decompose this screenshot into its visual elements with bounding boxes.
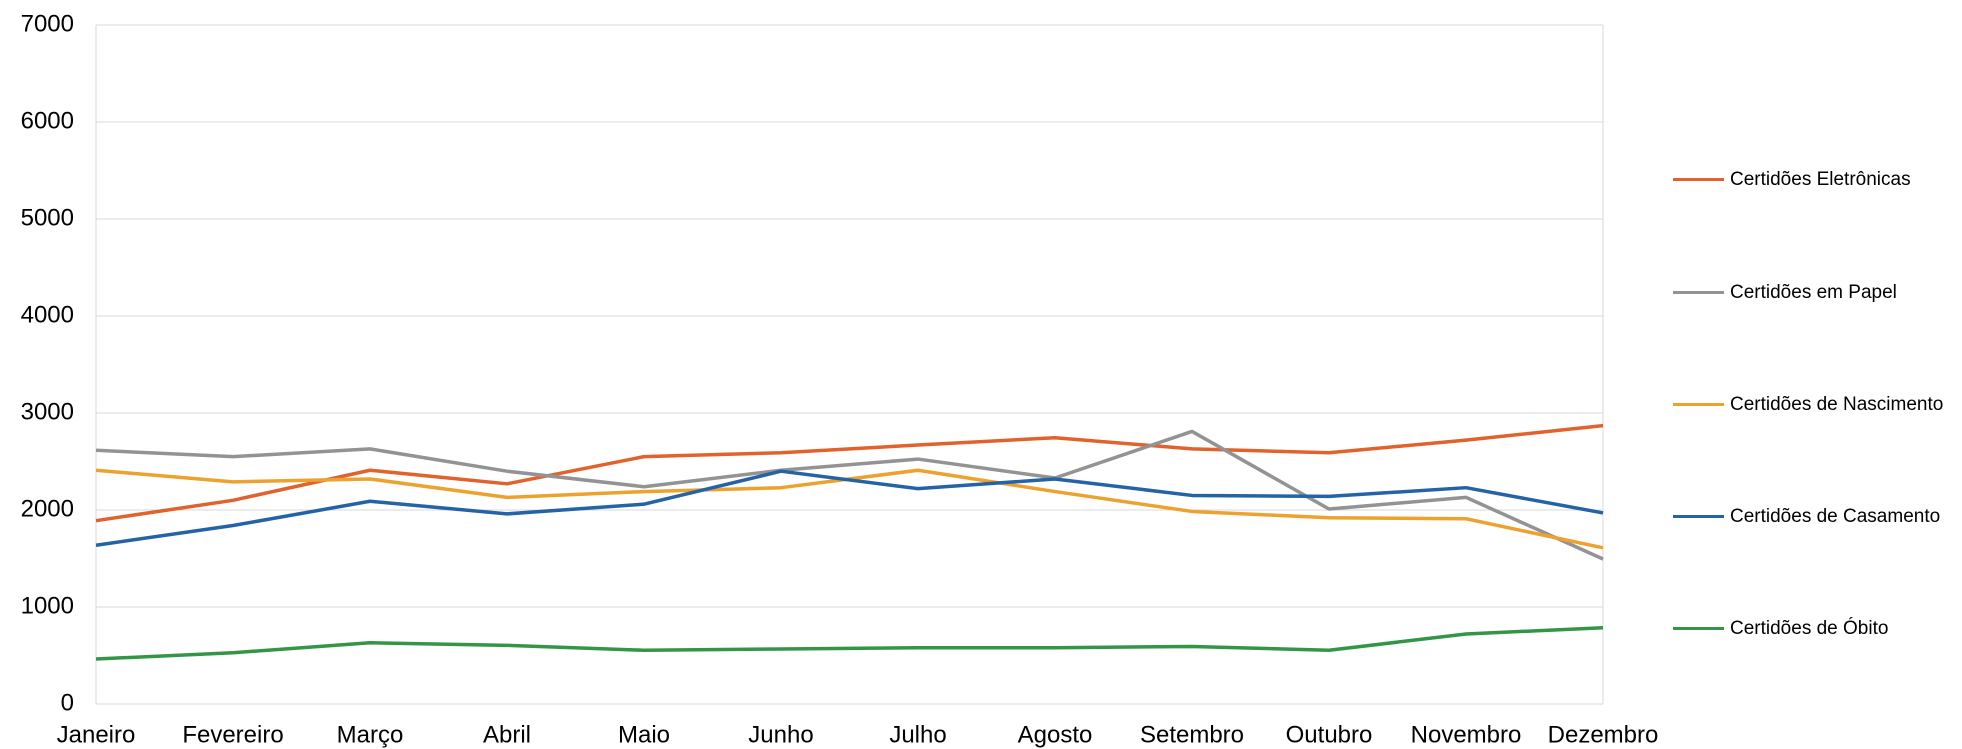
- legend-item: Certidões de Óbito: [1673, 617, 1958, 640]
- series-line: [95, 469, 1604, 547]
- legend-label: Certidões de Óbito: [1730, 618, 1889, 639]
- legend-label: Certidões de Nascimento: [1730, 394, 1944, 415]
- legend-swatch: [1673, 627, 1724, 630]
- y-tick-label: 0: [61, 689, 74, 716]
- y-tick-label: 3000: [21, 398, 74, 425]
- legend-swatch: [1673, 515, 1724, 518]
- series-line: [95, 626, 1604, 661]
- y-tick-label: 4000: [21, 301, 74, 328]
- y-tick-label: 2000: [21, 495, 74, 522]
- legend-item: Certidões Eletrônicas: [1673, 168, 1958, 191]
- legend-item: Certidões de Nascimento: [1673, 393, 1958, 416]
- legend-item: Certidões de Casamento: [1673, 505, 1958, 528]
- x-tick-label: Janeiro: [57, 721, 136, 748]
- x-tick-label: Setembro: [1140, 721, 1244, 748]
- legend-swatch: [1673, 291, 1724, 294]
- legend-label: Certidões em Papel: [1730, 282, 1897, 303]
- legend-swatch: [1673, 403, 1724, 406]
- x-tick-label: Julho: [889, 721, 946, 748]
- x-tick-label: Outubro: [1286, 721, 1373, 748]
- y-tick-label: 7000: [21, 10, 74, 37]
- y-tick-label: 1000: [21, 592, 74, 619]
- x-tick-label: Fevereiro: [182, 721, 283, 748]
- y-tick-label: 5000: [21, 204, 74, 231]
- legend-label: Certidões Eletrônicas: [1730, 169, 1911, 190]
- legend-label: Certidões de Casamento: [1730, 506, 1941, 527]
- legend-swatch: [1673, 178, 1724, 181]
- x-tick-label: Dezembro: [1548, 721, 1659, 748]
- series-line: [95, 429, 1604, 561]
- x-tick-label: Junho: [748, 721, 813, 748]
- y-tick-label: 6000: [21, 107, 74, 134]
- x-tick-label: Abril: [483, 721, 531, 748]
- legend-item: Certidões em Papel: [1673, 281, 1958, 304]
- series-line: [95, 423, 1604, 523]
- x-tick-label: Novembro: [1411, 721, 1522, 748]
- x-tick-label: Maio: [618, 721, 670, 748]
- x-tick-label: Agosto: [1018, 721, 1093, 748]
- x-tick-label: Março: [337, 721, 404, 748]
